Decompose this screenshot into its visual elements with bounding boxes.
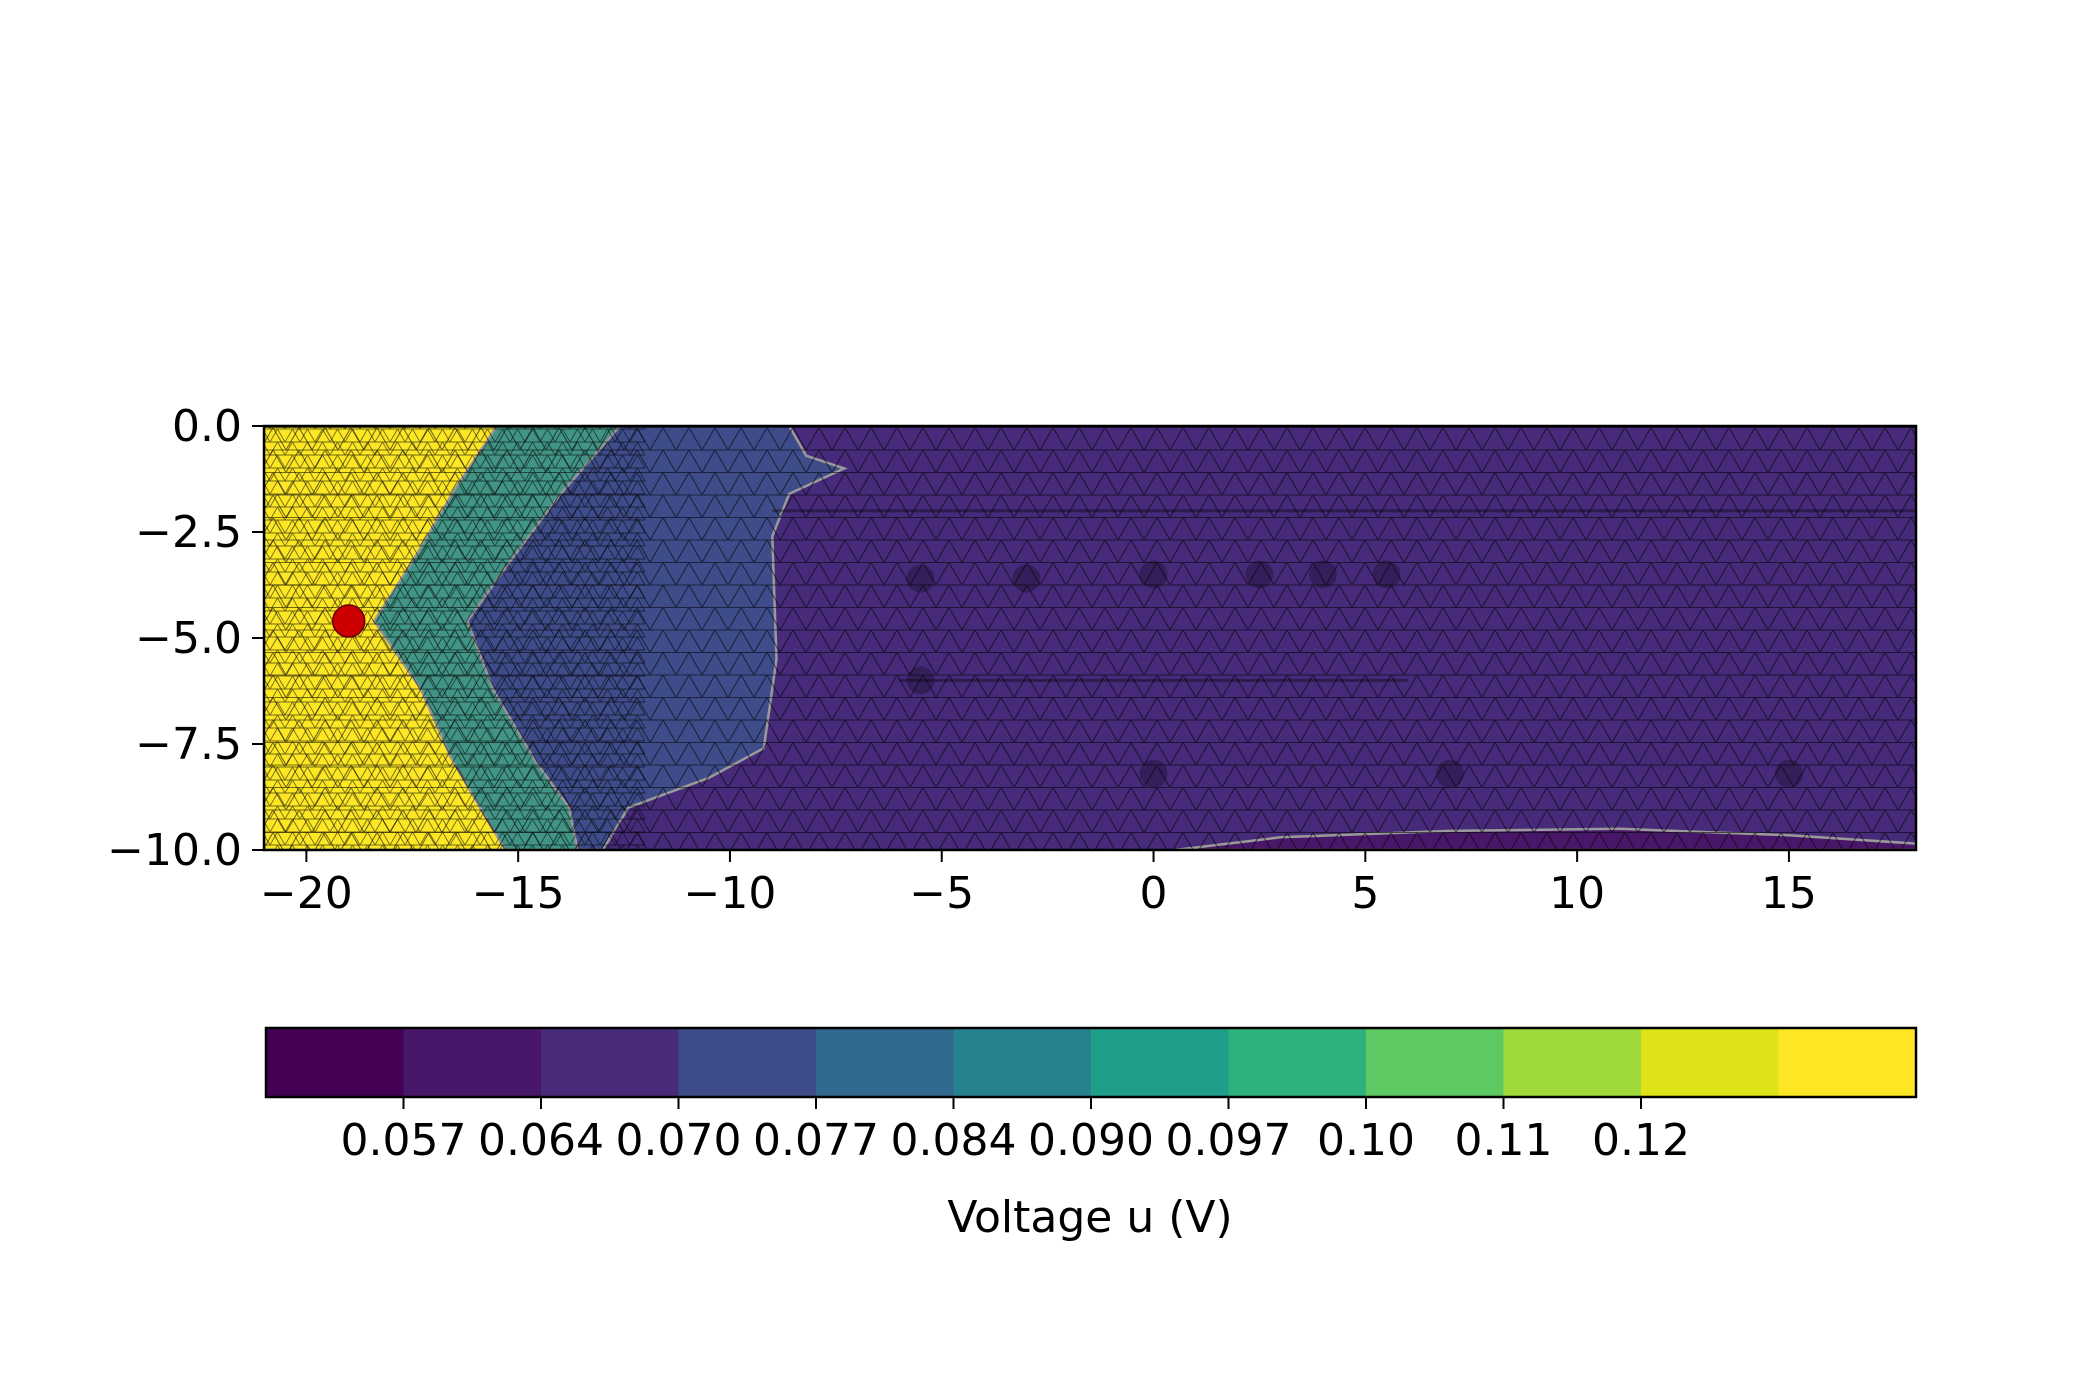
colorbar-segment — [1503, 1028, 1642, 1097]
mesh-refinement-cluster — [906, 564, 935, 593]
x-tick-label: −15 — [472, 868, 565, 919]
electrode-marker — [331, 604, 366, 638]
colorbar-segment — [403, 1028, 542, 1097]
mesh-refinement-cluster — [1372, 560, 1401, 589]
x-tick-label: 15 — [1761, 868, 1817, 919]
colorbar-tick-label: 0.084 — [891, 1115, 1017, 1166]
mesh-fine-left — [264, 426, 646, 850]
colorbar-segment — [1228, 1028, 1367, 1097]
colorbar-segment — [1091, 1028, 1229, 1097]
y-tick-label: −5.0 — [135, 613, 242, 664]
colorbar-tick-label: 0.057 — [341, 1115, 467, 1166]
x-tick-label: −20 — [260, 868, 353, 919]
mesh-refinement-cluster — [1139, 759, 1168, 788]
mesh-refinement-cluster — [1774, 759, 1803, 788]
y-axis: 0.0 −2.5 −5.0 −7.5 −10.0 — [107, 401, 264, 876]
electrode-dot — [331, 604, 366, 638]
colorbar-segment — [266, 1028, 404, 1097]
x-tick-label: 10 — [1549, 868, 1605, 919]
colorbar-tick-label: 0.10 — [1317, 1115, 1415, 1166]
colorbar-tick-label: 0.12 — [1592, 1115, 1690, 1166]
colorbar-label: Voltage u (V) — [947, 1192, 1232, 1243]
mesh-refinement-cluster — [1012, 564, 1041, 593]
colorbar-tick-label: 0.11 — [1455, 1115, 1553, 1166]
x-tick-label: −10 — [684, 868, 777, 919]
y-tick-label: −10.0 — [107, 825, 242, 876]
x-tick-label: 0 — [1140, 868, 1168, 919]
colorbar-segment — [1778, 1028, 1917, 1097]
colorbar-segment — [816, 1028, 954, 1097]
colorbar-segment — [678, 1028, 817, 1097]
y-tick-label: 0.0 — [172, 401, 242, 452]
x-tick-label: 5 — [1351, 868, 1379, 919]
colorbar-segment — [1366, 1028, 1504, 1097]
y-tick-label: −2.5 — [135, 507, 242, 558]
colorbar-tick-label: 0.070 — [616, 1115, 742, 1166]
mesh-refinement-cluster — [1308, 560, 1337, 589]
plot-area — [264, 426, 1916, 850]
y-tick-label: −7.5 — [135, 719, 242, 770]
x-axis: −20 −15 −10 −5 0 5 10 15 — [260, 850, 1817, 919]
colorbar-tick-label: 0.097 — [1166, 1115, 1292, 1166]
mesh-refinement-cluster — [1436, 759, 1465, 788]
colorbar-segment — [953, 1028, 1092, 1097]
mesh-refinement-cluster — [906, 666, 935, 695]
mesh-overlay — [264, 426, 1916, 850]
colorbar-segment — [541, 1028, 679, 1097]
colorbar-tick-label: 0.077 — [753, 1115, 879, 1166]
mesh-refinement-cluster — [1245, 560, 1274, 589]
colorbar: 0.057 0.064 0.070 0.077 0.084 0.090 0.097 0.10 0… — [264, 1026, 1918, 1166]
colorbar-segment — [1641, 1028, 1779, 1097]
colorbar-tick-label: 0.090 — [1028, 1115, 1154, 1166]
x-tick-label: −5 — [909, 868, 974, 919]
mesh-refinement-cluster — [1139, 560, 1168, 589]
colorbar-tick-label: 0.064 — [478, 1115, 604, 1166]
